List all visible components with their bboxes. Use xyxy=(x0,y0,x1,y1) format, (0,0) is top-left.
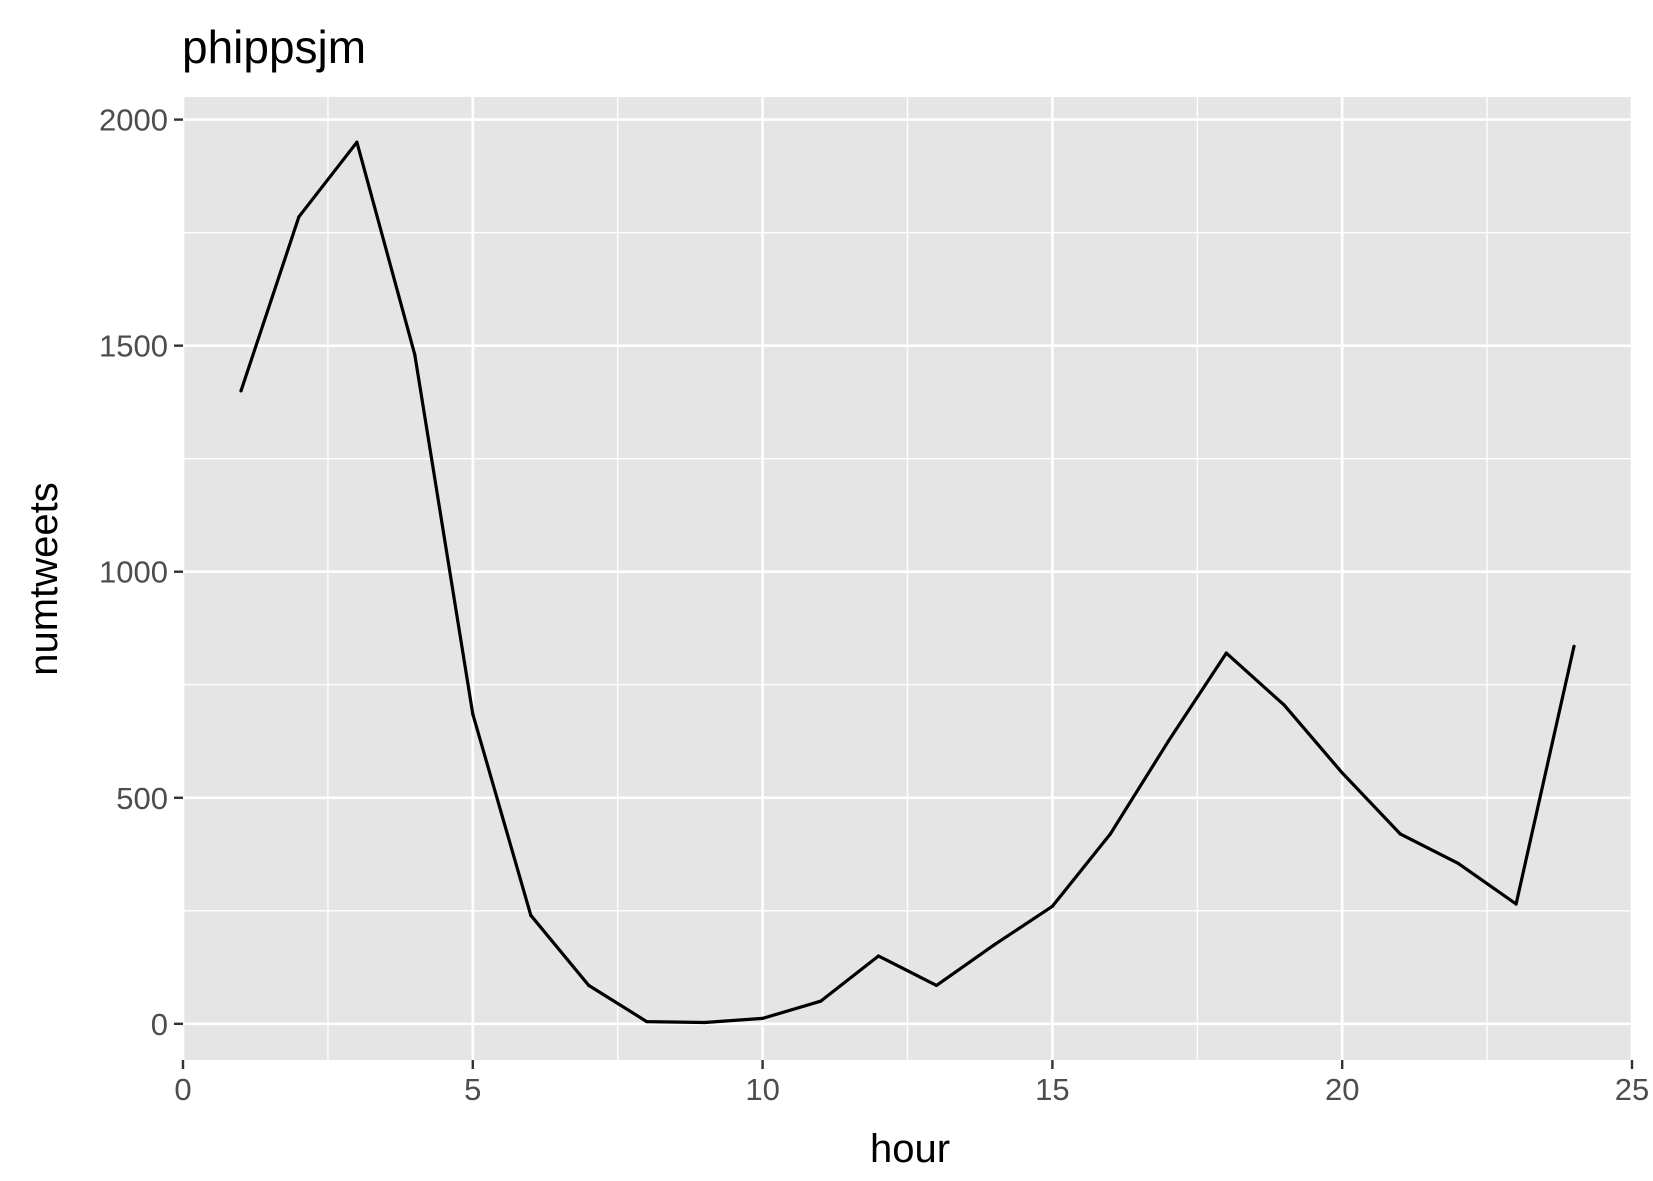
data-point xyxy=(413,353,417,357)
data-point xyxy=(645,1019,649,1024)
data-point xyxy=(1456,861,1460,865)
x-tick-label: 20 xyxy=(1325,1072,1359,1107)
data-point xyxy=(876,954,881,958)
x-tick-label: 0 xyxy=(174,1072,191,1107)
data-point xyxy=(1282,703,1286,707)
x-tick-label: 25 xyxy=(1615,1072,1649,1107)
data-point xyxy=(1108,832,1112,836)
data-point xyxy=(297,215,301,219)
y-tick-label: 1000 xyxy=(99,555,168,590)
data-point xyxy=(587,983,591,988)
y-axis-title: numtweets xyxy=(22,482,66,675)
y-tick-label: 1500 xyxy=(99,329,168,364)
series-line xyxy=(239,140,1576,1025)
data-point xyxy=(1340,771,1344,775)
data-point xyxy=(471,712,475,716)
data-point xyxy=(1224,651,1228,655)
data-point xyxy=(1398,832,1402,836)
data-point xyxy=(1166,739,1170,743)
data-point xyxy=(529,913,533,917)
data-point xyxy=(818,999,823,1003)
data-point xyxy=(934,983,939,988)
data-point xyxy=(703,1020,707,1025)
x-tick-label: 15 xyxy=(1035,1072,1069,1107)
chart-title: phippsjm xyxy=(182,21,366,73)
data-point xyxy=(239,389,243,393)
data-point xyxy=(355,140,359,144)
data-point xyxy=(1572,644,1576,648)
data-point xyxy=(1514,902,1518,906)
x-axis-title: hour xyxy=(870,1127,950,1171)
data-point xyxy=(992,943,997,947)
y-tick-label: 2000 xyxy=(99,103,168,138)
x-tick-label: 10 xyxy=(745,1072,779,1107)
plot-area: 0 5 10 15 20 25 0 500 1000 1500 2000 xyxy=(99,97,1649,1107)
y-tick-label: 500 xyxy=(116,781,168,816)
x-tick-label: 5 xyxy=(464,1072,481,1107)
y-tick-label: 0 xyxy=(151,1007,168,1042)
data-point xyxy=(1050,904,1054,908)
data-point xyxy=(761,1016,765,1021)
